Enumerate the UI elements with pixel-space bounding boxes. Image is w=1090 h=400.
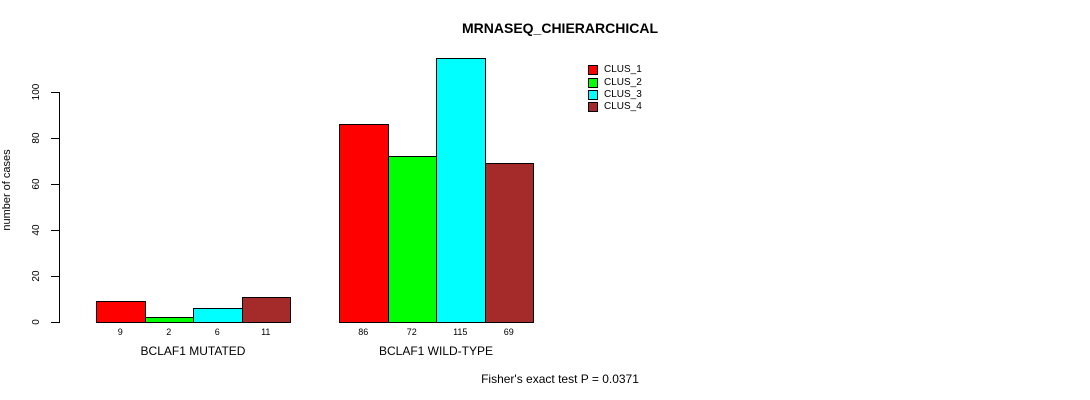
y-axis-tick	[51, 92, 59, 93]
bar-value-label: 69	[503, 327, 514, 337]
bar-clus_2-group2	[387, 156, 437, 323]
legend-item-clus_2: CLUS_2	[588, 76, 642, 88]
y-axis-label: number of cases	[1, 149, 13, 231]
bar-value-label: 6	[214, 327, 220, 337]
legend-label: CLUS_1	[604, 64, 642, 76]
legend-swatch-icon	[588, 77, 598, 88]
y-axis-tick-label: 60	[31, 178, 42, 190]
bar-clus_4-group1	[241, 296, 291, 323]
legend: CLUS_1 CLUS_2 CLUS_3 CLUS_4	[588, 64, 642, 114]
fisher-test-annotation: Fisher's exact test P = 0.0371	[481, 372, 639, 386]
legend-item-clus_3: CLUS_3	[588, 89, 642, 101]
bar-value-label: 72	[406, 327, 417, 337]
bar-value-label: 86	[358, 327, 369, 337]
group-label-2: BCLAF1 WILD-TYPE	[378, 344, 494, 358]
y-axis-tick	[51, 276, 59, 277]
y-axis-tick-label: 100	[31, 83, 42, 101]
bar-clus_1-group1	[96, 301, 146, 323]
bar-clus_3-group2	[436, 57, 486, 323]
bar-clus_4-group2	[484, 163, 534, 323]
y-axis-tick-label: 0	[31, 319, 42, 325]
y-axis-tick	[51, 230, 59, 231]
bar-clus_3-group1	[193, 308, 243, 323]
legend-swatch-icon	[588, 65, 598, 76]
y-axis-tick	[51, 138, 59, 139]
legend-swatch-icon	[588, 102, 598, 113]
legend-label: CLUS_4	[604, 101, 642, 113]
y-axis-tick-label: 20	[31, 270, 42, 282]
y-axis-line	[59, 92, 60, 323]
bar-value-label: 115	[453, 327, 468, 337]
chart-title: MRNASEQ_CHIERARCHICAL	[461, 20, 659, 36]
bar-value-label: 9	[117, 327, 123, 337]
bar-clus_2-group1	[144, 317, 194, 323]
y-axis-tick	[51, 184, 59, 185]
group-label-1: BCLAF1 MUTATED	[140, 344, 246, 358]
bar-value-label: 2	[166, 327, 172, 337]
legend-swatch-icon	[588, 89, 598, 100]
y-axis-tick-label: 80	[31, 132, 42, 144]
legend-item-clus_4: CLUS_4	[588, 101, 642, 113]
bar-clus_1-group2	[339, 124, 389, 323]
y-axis-tick	[51, 322, 59, 323]
legend-label: CLUS_3	[604, 88, 642, 100]
bar-value-label: 11	[261, 327, 271, 337]
legend-label: CLUS_2	[604, 76, 642, 88]
y-axis-tick-label: 40	[31, 224, 42, 236]
legend-item-clus_1: CLUS_1	[588, 64, 642, 76]
